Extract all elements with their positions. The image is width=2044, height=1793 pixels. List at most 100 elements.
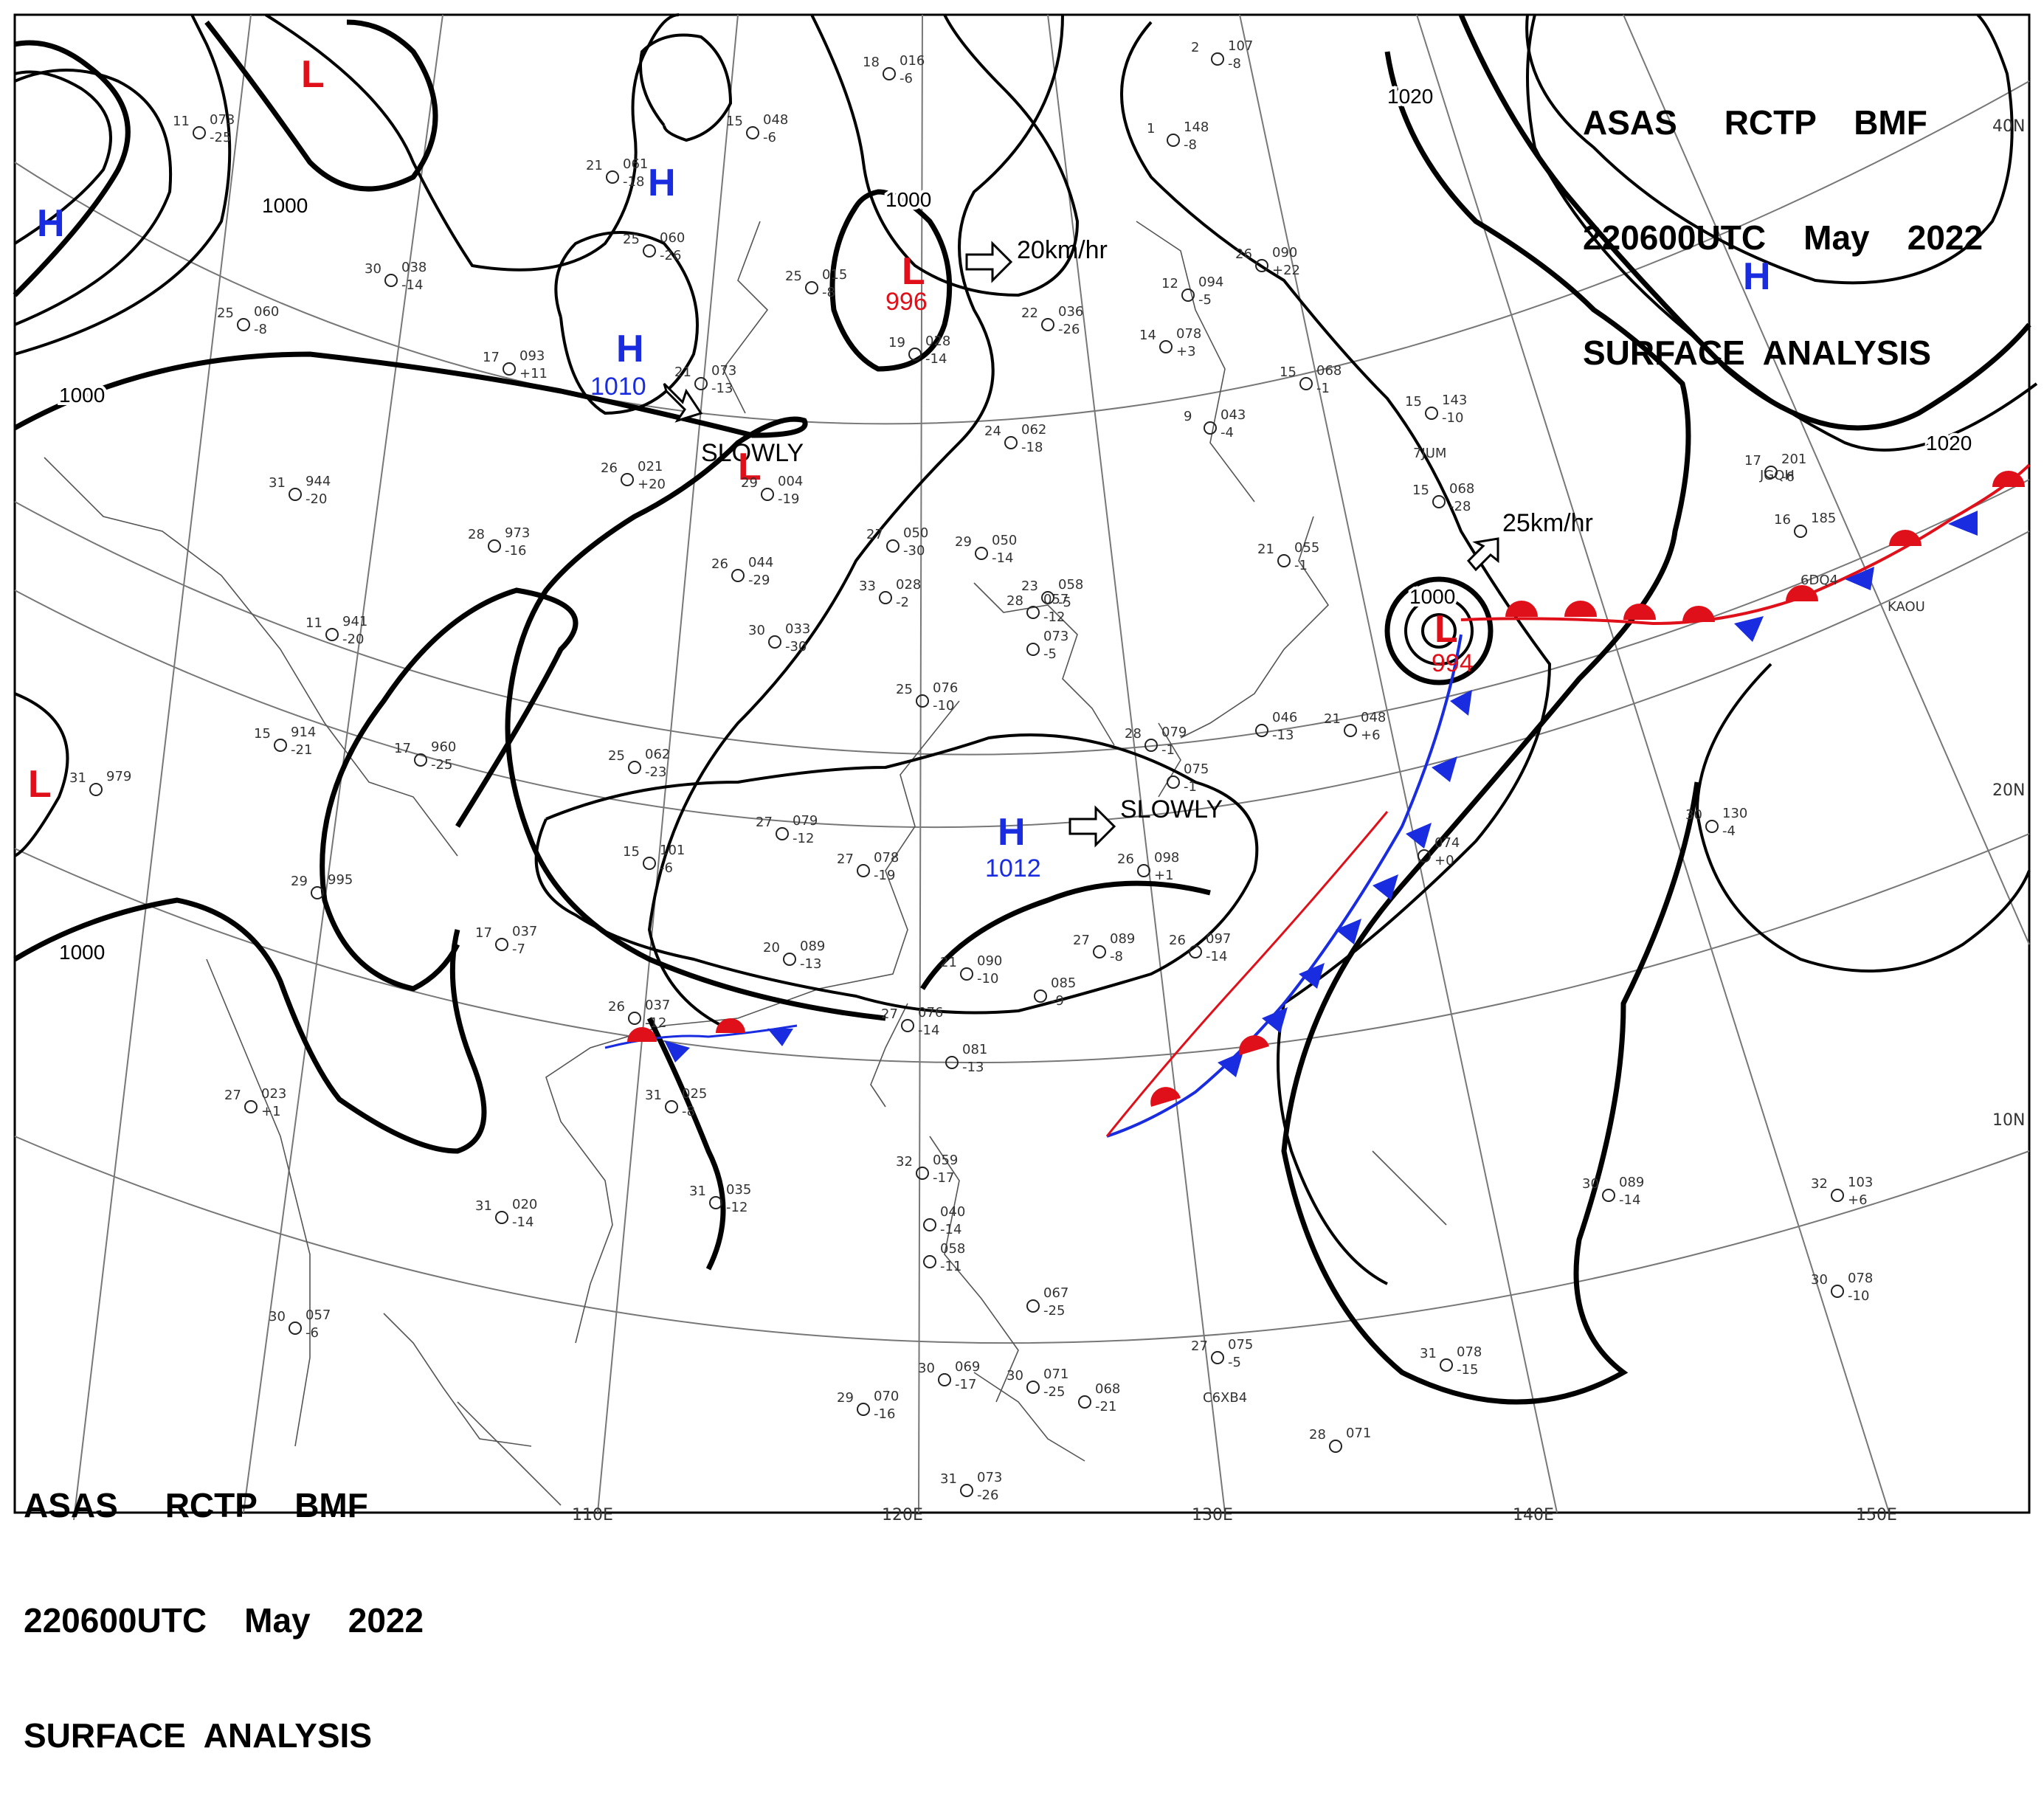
station-circle (643, 244, 656, 258)
station-temperature: 15 (726, 114, 743, 129)
station-pressure-change: -4 (1722, 823, 1736, 839)
station-plot: 11 073 -25 (173, 112, 235, 145)
low-center-marker: L (738, 446, 762, 488)
station-plot: 26 097 -14 (1169, 931, 1231, 964)
station-plot: 29 070 -16 (837, 1389, 899, 1422)
station-plot: 21 061 -18 (586, 156, 648, 190)
station-temperature: 11 (305, 615, 322, 631)
station-temperature: 31 (940, 1471, 957, 1487)
station-pressure: 941 (342, 614, 367, 629)
station-pressure: 914 (291, 725, 316, 740)
station-circle (384, 274, 398, 287)
isobar-label: 1000 (262, 194, 308, 217)
station-pressure-change: -16 (874, 1406, 895, 1422)
station-plot: 26 098 +1 (1117, 850, 1179, 883)
station-plot: 29 004 -19 (741, 474, 803, 507)
station-plot: 29 050 -14 (955, 533, 1017, 566)
station-temperature: 26 (601, 460, 618, 476)
movement-label: 20km/hr (1017, 236, 1108, 264)
station-pressure-change: -30 (785, 639, 807, 654)
station-temperature: 29 (837, 1390, 854, 1406)
station-plot: 17 093 +11 (483, 348, 548, 381)
station-circle (1299, 377, 1313, 390)
station-temperature: 30 (1582, 1176, 1599, 1192)
station-plot: 27 023 +1 (224, 1086, 286, 1119)
ship-ids: 7JUM JGQH 6DQ4 KAOU C6XB4 (1203, 446, 1925, 1406)
station-circle (923, 1255, 936, 1268)
station-circle (628, 1012, 641, 1025)
station-circle (945, 1056, 959, 1069)
station-temperature: 29 (291, 874, 308, 889)
ship-id: 6DQ4 (1800, 573, 1838, 588)
station-plot: 32 059 -17 (896, 1153, 958, 1186)
station-temperature: 18 (863, 55, 880, 70)
isobars (13, 13, 2038, 1405)
latitude-label: 10N (1992, 1111, 2025, 1130)
station-pressure: 025 (682, 1086, 707, 1102)
isobar-label: 1000 (885, 188, 931, 211)
station-pressure: 020 (512, 1197, 537, 1212)
station-circle (325, 628, 339, 641)
station-pressure-change: -14 (401, 277, 423, 293)
station-temperature: 25 (785, 269, 802, 284)
station-plot: 31 073 -26 (940, 1470, 1002, 1503)
station-pressure: 101 (660, 843, 685, 858)
station-pressure: 076 (933, 680, 958, 696)
station-temperature: 32 (896, 1154, 913, 1170)
station-temperature: 28 (1007, 593, 1023, 609)
station-circle (923, 1218, 936, 1231)
station-plot: 33 028 -2 (859, 577, 921, 610)
station-temperature: 26 (711, 556, 728, 572)
station-temperature: 30 (748, 623, 765, 638)
station-plot: 31 020 -14 (475, 1197, 537, 1230)
station-temperature: 31 (475, 1198, 492, 1214)
station-pressure: 060 (254, 304, 279, 319)
station-pressure-change: -19 (874, 868, 895, 883)
station-circle (1181, 289, 1195, 302)
station-pressure-change: -7 (512, 942, 525, 957)
station-pressure-change: -11 (940, 1259, 961, 1274)
station-pressure-change: -14 (925, 351, 947, 367)
station-pressure: 033 (785, 621, 810, 637)
station-pressure: 148 (1184, 120, 1209, 135)
station-plot: 15 068 -28 (1412, 481, 1474, 514)
station-circle (1026, 606, 1040, 619)
station-pressure: 037 (645, 998, 670, 1013)
station-pressure-change: -19 (778, 491, 799, 507)
station-temperature: 31 (1420, 1346, 1437, 1361)
station-pressure: 058 (1058, 577, 1083, 593)
longitude-label: 120E (882, 1506, 923, 1524)
station-circle (1204, 421, 1217, 435)
station-pressure-change: -8 (1228, 56, 1241, 72)
station-pressure-change: -4 (1220, 425, 1234, 441)
movement-label: SLOWLY (701, 439, 804, 467)
station-temperature: 15 (1412, 483, 1429, 498)
station-plot: 25 060 -8 (217, 304, 279, 337)
station-plot: 21 048 +6 (1324, 710, 1386, 743)
station-pressure: 078 (1176, 326, 1201, 342)
station-temperature: 25 (623, 232, 640, 247)
station-temperature: 30 (1007, 1368, 1023, 1383)
station-circle (1026, 1381, 1040, 1394)
station-pressure-change: -6 (900, 71, 913, 86)
station-circle (289, 488, 302, 501)
ship-id: C6XB4 (1203, 1390, 1247, 1406)
station-plot: 16 185 (1774, 511, 1836, 538)
station-pressure-change: +3 (1176, 344, 1196, 359)
high-center-marker: H (1743, 255, 1771, 298)
movement-label: SLOWLY (1120, 795, 1223, 823)
station-temperature: 25 (896, 682, 913, 697)
station-pressure: 078 (1457, 1344, 1482, 1360)
high-pressure-value: 1010 (590, 373, 646, 401)
station-pressure-change: -25 (1043, 1303, 1065, 1319)
station-pressure: 979 (106, 769, 131, 784)
station-circle (1425, 407, 1438, 420)
station-pressure: 037 (512, 924, 537, 939)
station-pressure-change: -14 (1206, 949, 1227, 964)
station-plot: 14 078 +3 (1139, 326, 1201, 359)
station-circle (237, 318, 250, 331)
station-pressure-change: -10 (933, 698, 954, 714)
station-pressure: 050 (903, 525, 928, 541)
station-pressure: 028 (896, 577, 921, 593)
